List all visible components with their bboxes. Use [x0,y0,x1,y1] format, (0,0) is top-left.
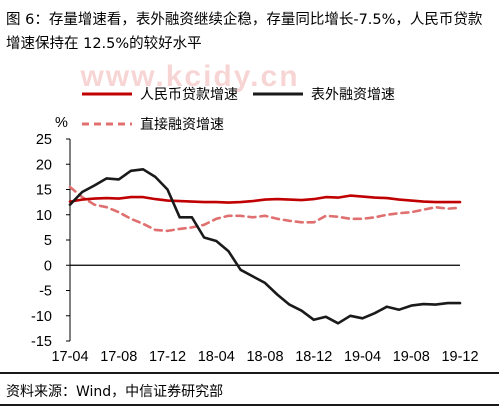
y-tick-label: -5 [39,284,52,300]
legend-label-0: 人民币贷款增速 [140,87,238,103]
x-tick-label: 18-04 [198,349,235,365]
x-tick-label: 19-12 [441,349,478,365]
bottom-divider [0,404,499,406]
series-layer [68,168,462,325]
y-tick-label: 25 [36,132,52,148]
x-tick-label: 18-12 [295,349,332,365]
y-tick-label: -15 [31,334,52,350]
series-line-0 [68,194,462,204]
legend-label-2: 直接融资增速 [140,116,224,133]
y-axis-frame [66,138,460,342]
watermark: www.kcidy.cn [80,60,300,93]
source-divider [0,372,499,374]
series-line-1 [68,168,462,325]
y-tick-label: -10 [31,309,52,325]
y-tick-label: 20 [36,157,52,173]
x-tick-label: 19-08 [393,349,430,365]
chart-title: 图 6：存量增速看，表外融资继续企稳，存量同比增长-7.5%，人民币贷款增速保持… [6,12,483,52]
source-note: 资料来源：Wind，中信证券研究部 [6,384,224,400]
y-tick-label: 0 [44,258,52,274]
x-tick-label: 19-04 [344,349,381,365]
x-tick-label: 17-08 [100,349,137,365]
x-tick-label: 17-04 [51,349,88,365]
y-tick-label: 5 [44,233,52,249]
x-tick-label: 18-08 [246,349,283,365]
series-line-2 [68,185,462,233]
y-tick-label: 10 [36,208,52,224]
x-tick-label: 17-12 [149,349,186,365]
y-axis-unit-label: % [55,115,68,131]
y-tick-label: 15 [36,183,52,199]
legend-label-1: 表外融资增速 [311,87,395,103]
